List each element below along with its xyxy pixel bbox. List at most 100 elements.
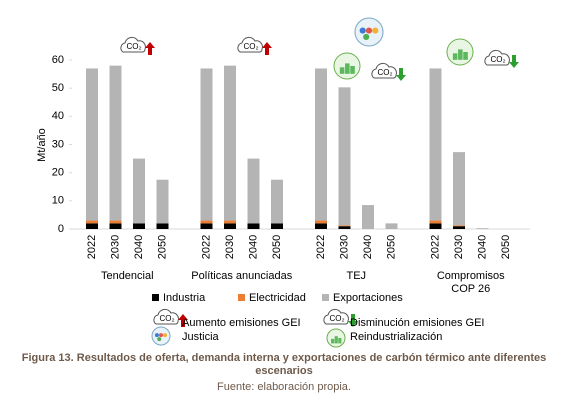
arrow-down (348, 314, 358, 327)
legend-label: Industria (163, 292, 206, 304)
icon-justicia (151, 326, 171, 346)
x-tick-label: 2022 (86, 235, 98, 259)
x-tick-label: 2050 (500, 235, 512, 259)
building (331, 338, 335, 344)
y-tick-label: 60 (52, 54, 64, 66)
bar-segment (109, 65, 122, 221)
arrow-down (509, 55, 519, 68)
cloud (371, 62, 397, 79)
icon-reindustrializacion (326, 328, 346, 348)
icon-co2-down: CO₂ (323, 308, 358, 327)
bar-segment (453, 152, 465, 226)
bar-segment (133, 223, 145, 229)
bar-segment (224, 223, 236, 229)
bar-segment (453, 226, 465, 229)
building (345, 63, 350, 74)
bar-segment (315, 223, 327, 229)
bar-segment (385, 223, 398, 229)
x-tick-label: 2022 (200, 235, 212, 259)
icon-reindustrializacion (446, 38, 474, 66)
building (339, 67, 345, 74)
icon-legend-label: Aumento emisiones GEI (182, 317, 301, 329)
caption-title: Figura 13. Resultados de oferta, demanda… (21, 352, 547, 377)
x-tick-label: 2050 (271, 235, 283, 259)
person (163, 333, 168, 338)
bar-segment (362, 205, 374, 229)
x-tick-label: 2050 (385, 235, 397, 259)
bar-segment (109, 223, 122, 229)
x-tick-label: 2040 (247, 235, 259, 259)
bar-segment (271, 223, 283, 229)
bar-segment (271, 179, 283, 224)
arrow-up (145, 42, 155, 55)
bar-segment (224, 220, 236, 224)
arrow-up (262, 42, 272, 55)
x-tick-label: 2040 (362, 235, 374, 259)
icon-text: CO₂ (159, 314, 174, 323)
person (365, 27, 373, 34)
cloud (323, 308, 349, 325)
y-tick-label: 40 (52, 110, 64, 122)
icon-legend-label: Reindustrialización (350, 331, 442, 343)
person (157, 337, 162, 342)
building (452, 53, 458, 60)
legend-label: Electricidad (249, 292, 306, 304)
icon-text: CO₂ (490, 55, 505, 64)
y-tick-label: 10 (52, 195, 64, 207)
person (159, 333, 163, 338)
x-tick-label: 2050 (156, 235, 168, 259)
bar-segment (200, 220, 213, 224)
x-tick-label: 2040 (133, 235, 145, 259)
bar-segment (86, 220, 98, 224)
legend-swatch (238, 294, 245, 301)
bar-segment (247, 158, 260, 224)
icon-justicia (354, 17, 384, 47)
icon-text: CO₂ (377, 68, 392, 77)
icon-text: CO₂ (243, 42, 258, 51)
legend-label: Exportaciones (333, 292, 403, 304)
building (350, 66, 355, 74)
x-tick-label: 2030 (224, 235, 236, 259)
legend-swatch (322, 294, 329, 301)
icon-co2-down: CO₂ (484, 49, 519, 68)
group-label: Compromisos COP 26 (437, 270, 505, 295)
bar-segment (476, 228, 489, 229)
bar-segment (429, 68, 442, 221)
bar-segment (109, 220, 122, 224)
bar-segment (156, 223, 169, 229)
icon-co2-down: CO₂ (371, 62, 406, 81)
cloud (153, 308, 179, 325)
group-label: Tendencial (101, 270, 154, 282)
bar-segment (315, 68, 327, 221)
building (458, 49, 463, 60)
cloud (484, 49, 510, 66)
cloud (237, 36, 263, 53)
caption-source: Fuente: elaboración propia. (217, 381, 351, 393)
legend-swatch (152, 294, 159, 301)
building (463, 52, 468, 60)
building (334, 336, 338, 344)
icon-text: CO₂ (126, 42, 141, 51)
x-tick-label: 2022 (315, 235, 327, 259)
icon-co2-up: CO₂ (120, 36, 155, 55)
group-label: Políticas anunciadas (191, 270, 292, 282)
x-tick-label: 2022 (429, 235, 441, 259)
bar-segment (86, 68, 98, 221)
bar-segment (338, 225, 351, 227)
group-label: TEJ (346, 270, 366, 282)
icon-co2-up: CO₂ (153, 308, 188, 327)
person (372, 27, 379, 34)
cloud (120, 36, 146, 53)
x-tick-label: 2030 (338, 235, 350, 259)
bar-segment (429, 220, 442, 224)
icon-text: CO₂ (329, 314, 344, 323)
y-axis-label: Mt/año (36, 128, 48, 162)
icon-legend-label: Justicia (182, 331, 220, 343)
y-tick-label: 50 (52, 82, 64, 94)
bar-segment (200, 223, 213, 229)
bar-segment (338, 226, 351, 229)
bar-segment (429, 223, 442, 229)
bar-segment (338, 87, 351, 226)
